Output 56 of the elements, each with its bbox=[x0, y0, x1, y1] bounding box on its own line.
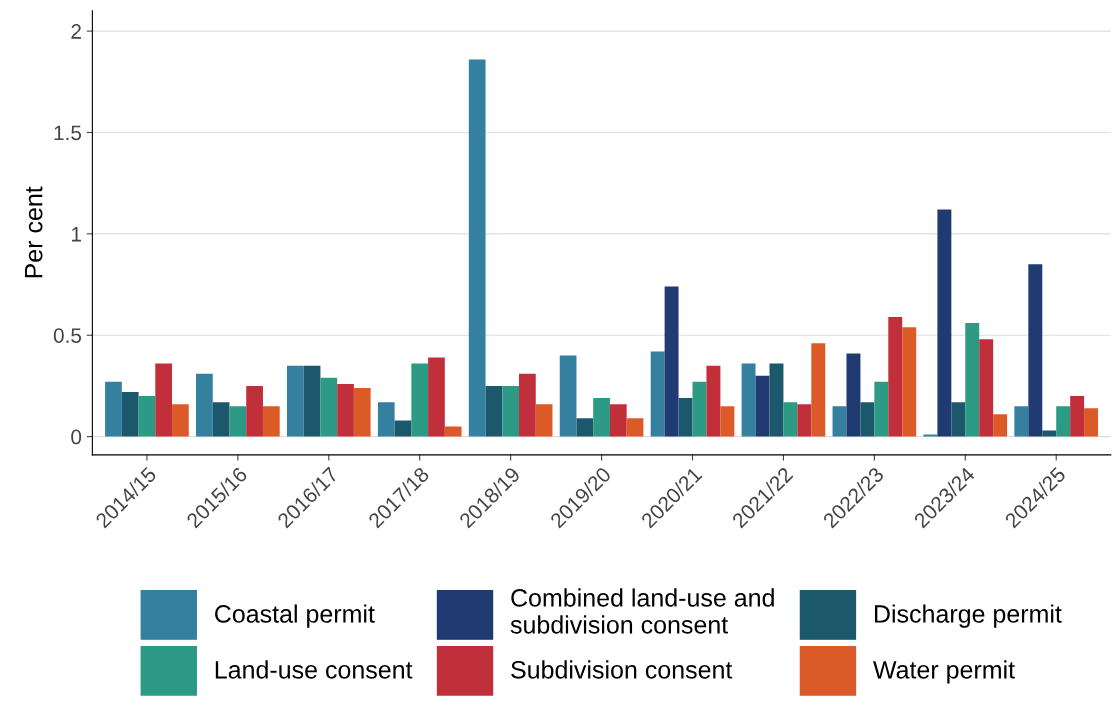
bar bbox=[444, 426, 462, 437]
bar bbox=[138, 396, 156, 437]
bar bbox=[502, 385, 520, 437]
bar bbox=[196, 373, 213, 437]
bar bbox=[262, 406, 280, 437]
bar bbox=[428, 357, 445, 437]
bar bbox=[155, 363, 173, 437]
bar bbox=[559, 355, 577, 437]
bar bbox=[706, 365, 721, 437]
legend-label: Discharge permit bbox=[874, 604, 1062, 628]
bar bbox=[811, 343, 826, 437]
bar bbox=[353, 387, 371, 437]
bar bbox=[212, 402, 230, 437]
bar bbox=[411, 363, 429, 437]
bar bbox=[979, 339, 994, 437]
bar bbox=[286, 365, 304, 437]
bar bbox=[1084, 408, 1099, 437]
bar bbox=[229, 406, 247, 437]
bar bbox=[485, 385, 503, 437]
bar bbox=[1070, 396, 1085, 437]
bar bbox=[937, 209, 952, 437]
y-axis-title: Per cent bbox=[25, 186, 43, 278]
bar bbox=[172, 404, 189, 437]
bar bbox=[576, 418, 594, 437]
bar bbox=[797, 404, 812, 437]
bar bbox=[888, 316, 903, 437]
bar bbox=[246, 385, 263, 437]
legend-label: Water permit bbox=[873, 660, 1015, 684]
bar bbox=[535, 404, 553, 437]
bar bbox=[664, 286, 679, 437]
legend-label: Combined land-use and subdivision consent bbox=[510, 588, 774, 634]
y-tick-label: 1.5 bbox=[54, 125, 82, 141]
bar bbox=[320, 377, 338, 437]
legend-label: Land-use consent bbox=[215, 660, 413, 679]
bar bbox=[1028, 264, 1043, 437]
bar bbox=[593, 398, 610, 437]
bar bbox=[519, 373, 536, 437]
bar bbox=[720, 406, 735, 437]
bar bbox=[626, 418, 644, 437]
bar bbox=[394, 420, 412, 437]
y-tick-label: 2 bbox=[71, 24, 81, 39]
bar bbox=[755, 375, 770, 437]
y-tick-label: 0.5 bbox=[53, 328, 82, 343]
bar bbox=[303, 365, 321, 437]
y-tick-label: 0 bbox=[71, 429, 82, 445]
legend-label: Subdivision consent bbox=[511, 660, 733, 679]
y-tick-label: 1 bbox=[71, 227, 81, 242]
bar bbox=[993, 414, 1008, 437]
bar bbox=[468, 59, 486, 437]
bar bbox=[105, 381, 122, 437]
bar bbox=[121, 392, 139, 437]
legend-label: Coastal permit bbox=[215, 604, 375, 628]
bar bbox=[846, 353, 861, 437]
bar bbox=[902, 327, 917, 437]
bar bbox=[337, 383, 354, 437]
bar bbox=[377, 402, 395, 437]
